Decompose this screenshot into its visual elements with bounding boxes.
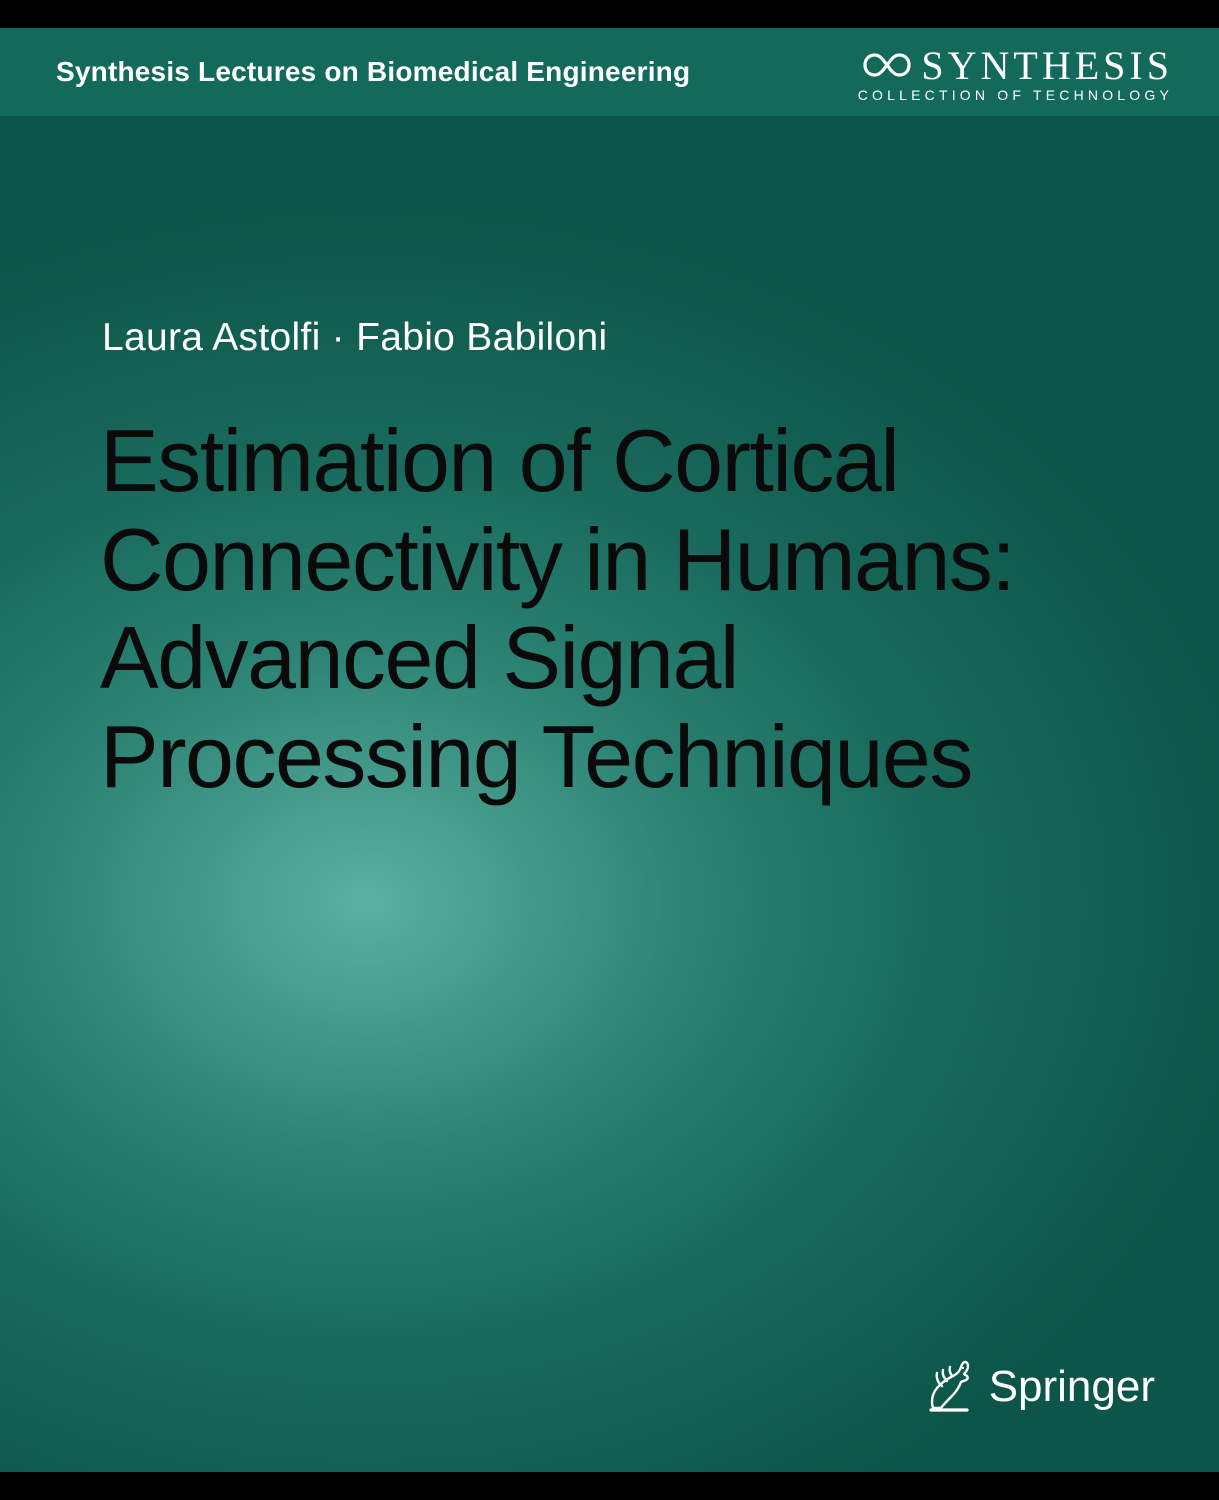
top-black-bar <box>0 0 1219 28</box>
header-bar: Synthesis Lectures on Biomedical Enginee… <box>0 28 1219 116</box>
synthesis-logo-subtitle: COLLECTION OF TECHNOLOGY <box>858 87 1173 103</box>
publisher-block: Springer <box>923 1358 1155 1416</box>
synthesis-logo: SYNTHESIS COLLECTION OF TECHNOLOGY <box>858 42 1173 103</box>
springer-horse-icon <box>923 1358 975 1416</box>
book-cover: Synthesis Lectures on Biomedical Enginee… <box>0 0 1219 1500</box>
authors: Laura Astolfi · Fabio Babiloni <box>102 316 607 360</box>
book-title: Estimation of CorticalConnectivity in Hu… <box>100 412 1014 806</box>
publisher-name: Springer <box>989 1362 1155 1412</box>
synthesis-logo-word: SYNTHESIS <box>921 42 1173 89</box>
infinity-icon <box>863 51 911 79</box>
series-title: Synthesis Lectures on Biomedical Enginee… <box>56 56 690 88</box>
bottom-black-bar <box>0 1472 1219 1500</box>
cover-main-area: Laura Astolfi · Fabio Babiloni Estimatio… <box>0 116 1219 1472</box>
synthesis-logo-top-row: SYNTHESIS <box>863 42 1173 89</box>
